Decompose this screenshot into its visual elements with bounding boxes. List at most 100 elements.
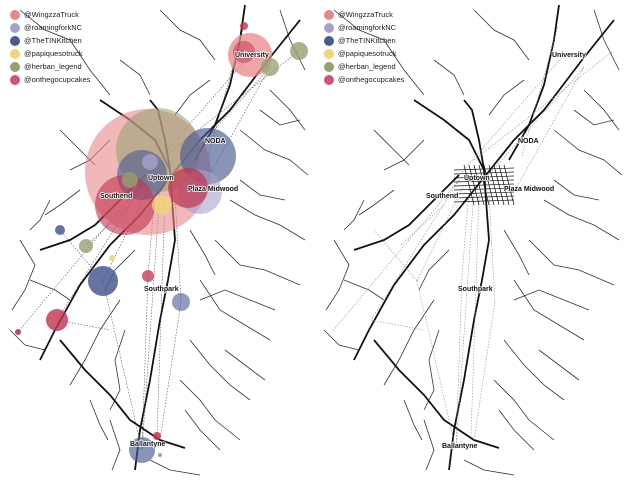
circle-roaming-center[interactable]: [142, 154, 158, 170]
flow-lines: [17, 25, 300, 451]
circle-roaming-southpark-east[interactable]: [172, 293, 190, 311]
flow-line: [416, 280, 457, 451]
circle-cupcakes-ballantyne[interactable]: [153, 432, 161, 440]
legend-label: @papiquesotruck: [24, 49, 83, 58]
place-label-ballantyne: Ballantyne: [442, 443, 478, 450]
flow-line: [370, 179, 460, 321]
minor-road: [224, 349, 266, 381]
circle-wingzza-north[interactable]: [240, 22, 248, 30]
legend-swatch: [324, 22, 334, 33]
minor-road: [403, 399, 423, 441]
legend-item: @papiquesotruck: [10, 47, 90, 60]
legend-label: @roamingforkNC: [24, 23, 83, 32]
place-label-plaza-midwood: Plaza Midwood: [188, 186, 238, 193]
road-network: [323, 4, 623, 476]
legend-swatch: [324, 61, 334, 72]
major-road: [373, 339, 500, 449]
legend-label: @TheTINKitchen: [24, 36, 82, 45]
legend-label: @roamingforkNC: [338, 23, 397, 32]
legend-label: @herban_legend: [24, 62, 82, 71]
circle-herban-far-east[interactable]: [290, 42, 308, 60]
minor-road: [239, 179, 286, 201]
circle-herban-west[interactable]: [79, 239, 93, 253]
circle-papi-center[interactable]: [152, 195, 172, 215]
left-map: University NODA Uptown Plaza Midwood Sou…: [9, 4, 309, 476]
minor-road: [383, 139, 425, 171]
left-map-panel: University NODA Uptown Plaza Midwood Sou…: [0, 0, 313, 480]
legend-swatch: [324, 9, 334, 20]
grid-street: [503, 164, 515, 206]
circle-herban-univ-east[interactable]: [261, 58, 279, 76]
legend-item: @herban_legend: [324, 60, 404, 73]
circle-cupcakes-southpark[interactable]: [142, 270, 154, 282]
legend-label: @onthegocupcakes: [24, 75, 91, 84]
minor-road: [119, 59, 151, 96]
minor-road: [383, 299, 435, 386]
place-label-uptown: Uptown: [464, 175, 490, 182]
legend-item: @onthegocupcakes: [10, 73, 90, 86]
circle-tin-west[interactable]: [88, 266, 118, 296]
place-label-noda: NODA: [518, 138, 539, 145]
minor-road: [184, 409, 221, 451]
grid-street: [453, 171, 515, 175]
minor-road: [19, 9, 111, 96]
major-road: [448, 239, 490, 471]
minor-road: [199, 279, 271, 341]
circle-tin-ballantyne[interactable]: [129, 437, 155, 463]
minor-road: [159, 9, 216, 61]
legend-label: @TheTINKitchen: [338, 36, 396, 45]
tweet-circles[interactable]: [15, 22, 308, 463]
minor-road: [109, 419, 121, 471]
grid-street: [498, 164, 510, 206]
place-labels: University NODA Uptown Plaza Midwood Sou…: [99, 51, 270, 449]
flow-line: [141, 275, 149, 451]
circle-tin-far-west[interactable]: [55, 225, 65, 235]
flow-line: [59, 229, 104, 282]
legend-swatch: [10, 61, 20, 72]
minor-road: [498, 409, 535, 451]
minor-road: [528, 239, 615, 286]
place-label-southpark: Southpark: [458, 286, 493, 293]
minor-road: [553, 129, 623, 176]
grid-street: [453, 191, 515, 195]
minor-road: [543, 199, 620, 241]
legend-swatch: [10, 22, 20, 33]
circle-cupcakes-southwest[interactable]: [46, 309, 68, 331]
legend-item: @TheTINKitchen: [324, 34, 404, 47]
circle-herban-center[interactable]: [122, 172, 138, 188]
flow-line: [159, 301, 182, 441]
minor-road: [333, 9, 425, 96]
place-label-university: University: [552, 52, 586, 59]
minor-road: [9, 329, 46, 351]
flow-line: [455, 189, 475, 451]
minor-road: [418, 249, 450, 291]
circle-cupcakes-plaza[interactable]: [168, 168, 208, 208]
minor-road: [69, 299, 121, 386]
minor-road: [325, 239, 350, 311]
right-map: University NODA Uptown Plaza Midwood Sou…: [323, 4, 623, 476]
minor-road: [358, 189, 395, 216]
circle-herban-ballantyne[interactable]: [158, 453, 162, 457]
circle-cupcakes-university[interactable]: [233, 41, 255, 63]
circle-cupcakes-far-west[interactable]: [15, 329, 21, 335]
place-label-southend: Southend: [426, 193, 458, 200]
legend-label: @papiquesotruck: [338, 49, 397, 58]
legend-item: @WingzzaTruck: [10, 8, 90, 21]
circle-papi-south[interactable]: [109, 255, 115, 261]
grid-street: [453, 179, 515, 183]
minor-road: [174, 79, 211, 116]
legend-item: @onthegocupcakes: [324, 73, 404, 86]
flow-line: [370, 319, 425, 331]
minor-road: [44, 189, 81, 216]
minor-road: [503, 229, 530, 276]
place-labels: University NODA Uptown Plaza Midwood Sou…: [425, 51, 587, 451]
legend-swatch: [10, 35, 20, 46]
minor-road: [423, 419, 435, 471]
minor-road: [488, 79, 525, 116]
minor-road: [583, 89, 620, 131]
circle-cupcakes-southend[interactable]: [95, 175, 155, 235]
legend-swatch: [324, 74, 334, 85]
minor-road: [343, 199, 365, 231]
minor-road: [373, 129, 410, 166]
legend-item: @TheTINKitchen: [10, 34, 90, 47]
